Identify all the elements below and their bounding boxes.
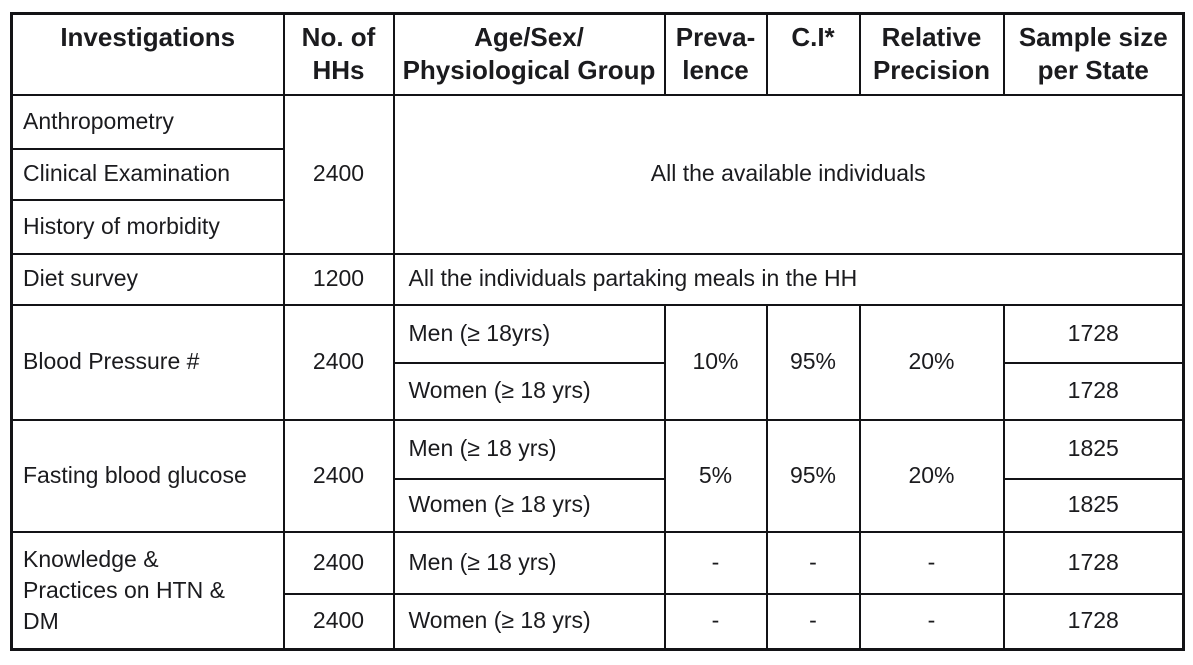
cell-prevalence-fbg: 5% [663, 418, 768, 533]
cell-investigation-fasting-glucose: Fasting blood glucose [10, 418, 285, 533]
header-no-of-hhs: No. of HHs [282, 12, 395, 96]
cell-sample-fbg-women: 1825 [1002, 477, 1185, 533]
cell-group-bp-men: Men (≥ 18yrs) [392, 303, 666, 364]
header-age-sex-group: Age/Sex/ Physiological Group [392, 12, 666, 96]
cell-sample-knowledge-women: 1728 [1002, 592, 1185, 651]
table-row-diet-survey: Diet survey 1200 All the individuals par… [10, 252, 1185, 306]
cell-hhs-common: 2400 [282, 93, 395, 255]
cell-investigation-diet-survey: Diet survey [10, 252, 285, 306]
cell-sample-bp-men: 1728 [1002, 303, 1185, 364]
cell-investigation-anthropometry: Anthropometry [10, 93, 285, 150]
cell-ci-bp: 95% [765, 303, 861, 421]
cell-group-bp-women: Women (≥ 18 yrs) [392, 361, 666, 421]
cell-investigation-clinical-examination: Clinical Examination [10, 147, 285, 201]
header-prevalence: Preva- lence [663, 12, 768, 96]
cell-relative-precision-knowledge-women: - [858, 592, 1005, 651]
cell-group-fbg-men: Men (≥ 18 yrs) [392, 418, 666, 480]
cell-prevalence-knowledge-women: - [663, 592, 768, 651]
table-row-anthropometry: Anthropometry 2400 All the available ind… [10, 93, 1185, 255]
table-row-fasting-glucose-men: Fasting blood glucose 2400 Men (≥ 18 yrs… [10, 418, 1185, 533]
cell-group-fbg-women: Women (≥ 18 yrs) [392, 477, 666, 533]
cell-sample-fbg-men: 1825 [1002, 418, 1185, 480]
cell-investigation-blood-pressure: Blood Pressure # [10, 303, 285, 421]
header-sample-size: Sample size per State [1002, 12, 1185, 96]
cell-hhs-fasting-glucose: 2400 [282, 418, 395, 533]
table-row-blood-pressure-women: Women (≥ 18 yrs) 1728 [12, 361, 1185, 421]
cell-group-diet-survey: All the individuals partaking meals in t… [392, 252, 1185, 306]
cell-investigation-history-of-morbidity: History of morbidity [10, 198, 285, 255]
cell-sample-knowledge-men: 1728 [1002, 530, 1185, 595]
cell-investigation-knowledge-practices: Knowledge & Practices on HTN & DM [10, 530, 285, 651]
cell-hhs-blood-pressure: 2400 [282, 303, 395, 421]
cell-sample-bp-women: 1728 [1002, 361, 1185, 421]
header-ci: C.I* [765, 12, 861, 96]
table-row-knowledge-men: Knowledge & Practices on HTN & DM 2400 M… [10, 530, 1185, 651]
cell-group-all-available: All the available individuals [392, 93, 1185, 255]
cell-relative-precision-bp: 20% [858, 303, 1005, 421]
cell-hhs-diet-survey: 1200 [282, 252, 395, 306]
cell-ci-knowledge-men: - [765, 530, 861, 595]
header-investigations: Investigations [10, 12, 285, 96]
table-row-fasting-glucose-women: Women (≥ 18 yrs) 1825 [12, 477, 1185, 533]
cell-group-knowledge-women: Women (≥ 18 yrs) [392, 592, 666, 651]
cell-hhs-knowledge-men: 2400 [282, 530, 395, 595]
cell-prevalence-bp: 10% [663, 303, 768, 421]
cell-relative-precision-fbg: 20% [858, 418, 1005, 533]
table-row-clinical-examination: Clinical Examination [10, 147, 1184, 201]
cell-ci-knowledge-women: - [765, 592, 861, 651]
cell-hhs-knowledge-women: 2400 [282, 592, 395, 651]
table-row-blood-pressure-men: Blood Pressure # 2400 Men (≥ 18yrs) 10% … [10, 303, 1185, 421]
cell-relative-precision-knowledge-men: - [858, 530, 1005, 595]
cell-group-knowledge-men: Men (≥ 18 yrs) [392, 530, 666, 595]
header-relative-precision: Relative Precision [858, 12, 1005, 96]
cell-ci-fbg: 95% [765, 418, 861, 533]
table-row-history-of-morbidity: History of morbidity [10, 198, 1184, 255]
table-row-knowledge-women: 2400 Women (≥ 18 yrs) - - - 1728 [12, 592, 1185, 651]
cell-prevalence-knowledge-men: - [663, 530, 768, 595]
sampling-design-table: Investigations No. of HHs Age/Sex/ Physi… [10, 12, 1185, 651]
header-row: Investigations No. of HHs Age/Sex/ Physi… [10, 12, 1185, 96]
